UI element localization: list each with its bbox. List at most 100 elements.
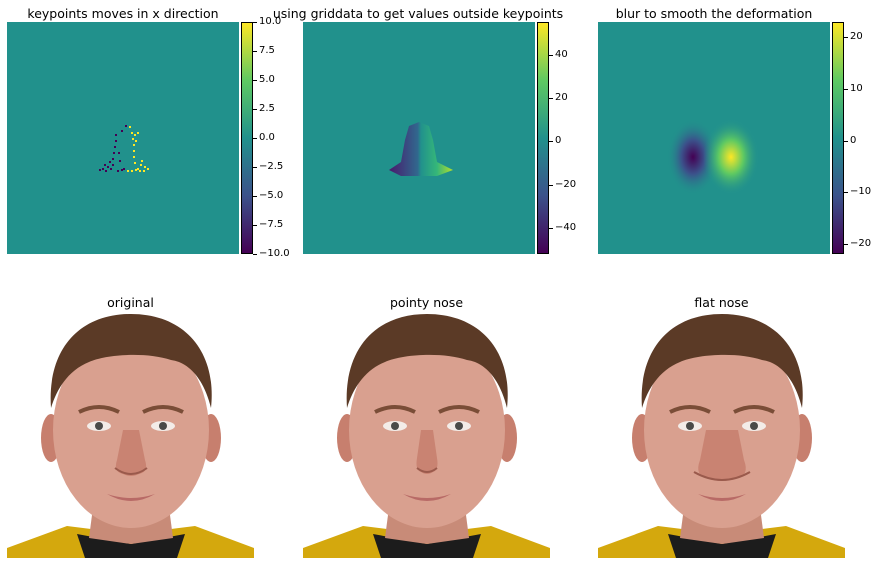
- keypoint-positive: [134, 162, 136, 164]
- colorbar-1-tick-label: −7.5: [259, 219, 284, 230]
- keypoint-positive: [131, 170, 133, 172]
- image-3-title: flat nose: [694, 295, 749, 310]
- colorbar-1-tick-label: 5.0: [259, 74, 275, 85]
- colorbar-3: [832, 22, 844, 254]
- left-eyebrow: [669, 405, 711, 414]
- colorbar-3-tick-label: 0: [850, 135, 857, 146]
- keypoint-negative: [121, 169, 123, 171]
- keypoint-positive: [141, 160, 143, 162]
- colorbar-1-tickmark: [253, 22, 257, 23]
- colorbar-1-tick-label: 0.0: [259, 132, 275, 143]
- colorbar-2-tickmark: [549, 55, 553, 56]
- face-image-flat-nose: [598, 314, 845, 558]
- keypoint-positive: [137, 168, 139, 170]
- nose-base: [416, 467, 438, 473]
- colorbar-3-tickmark: [844, 192, 848, 193]
- colorbar-2-tick-label: −20: [555, 179, 577, 190]
- colorbar-1-tick-label: −10.0: [259, 248, 290, 259]
- colorbar-3-tickmark: [844, 37, 848, 38]
- hair: [346, 314, 508, 408]
- keypoints-group: [99, 125, 149, 172]
- colorbar-2-tickmark: [549, 141, 553, 142]
- heatmap-3-positive-blob: [703, 119, 759, 195]
- keypoint-positive: [127, 170, 129, 172]
- left-pupil: [95, 422, 103, 430]
- keypoint-positive: [137, 132, 139, 134]
- colorbar-1-tickmark: [253, 254, 257, 255]
- keypoint-positive: [139, 170, 141, 172]
- colorbar-3-tickmark: [844, 244, 848, 245]
- keypoint-negative: [110, 168, 112, 170]
- colorbar-2-tickmark: [549, 228, 553, 229]
- colorbar-3-tick-label: −10: [850, 186, 872, 197]
- colorbar-1-tickmark: [253, 109, 257, 110]
- right-pupil: [455, 422, 463, 430]
- mouth: [107, 494, 155, 501]
- left-pupil: [686, 422, 694, 430]
- keypoint-negative: [123, 168, 125, 170]
- keypoint-positive: [131, 132, 133, 134]
- heatmap-2-title: using griddata to get values outside key…: [272, 6, 564, 21]
- colorbar-3-tickmark: [844, 141, 848, 142]
- heatmap-3-negative-blob: [667, 119, 719, 195]
- colorbar-2-tick-label: 20: [555, 92, 568, 103]
- keypoint-negative: [109, 161, 111, 163]
- keypoint-negative: [118, 152, 120, 154]
- colorbar-2-tickmark: [549, 185, 553, 186]
- keypoint-negative: [112, 158, 114, 160]
- colorbar-2-tickmark: [549, 98, 553, 99]
- keypoint-positive: [143, 170, 145, 172]
- mouth: [698, 494, 746, 501]
- keypoint-negative: [115, 134, 117, 136]
- keypoint-positive: [132, 138, 134, 140]
- nose-base: [114, 467, 148, 475]
- colorbar-2-tick-label: 40: [555, 49, 568, 60]
- keypoint-negative: [119, 160, 121, 162]
- colorbar-3-tick-label: 10: [850, 83, 863, 94]
- face-image-pointy-nose: [303, 314, 550, 558]
- nose: [698, 430, 746, 481]
- keypoint-negative: [99, 169, 101, 171]
- heatmap-1-title: keypoints moves in x direction: [27, 6, 219, 21]
- keypoint-positive: [133, 144, 135, 146]
- keypoint-negative: [102, 168, 104, 170]
- keypoint-positive: [135, 140, 137, 142]
- colorbar-3-tickmark: [844, 89, 848, 90]
- colorbar-2: [537, 22, 549, 254]
- colorbar-1-tick-label: −2.5: [259, 161, 284, 172]
- colorbar-1-tickmark: [253, 167, 257, 168]
- keypoint-positive: [144, 166, 146, 168]
- keypoint-positive: [133, 156, 135, 158]
- keypoint-positive: [147, 168, 149, 170]
- colorbar-1-tick-label: 2.5: [259, 103, 275, 114]
- keypoint-negative: [107, 166, 109, 168]
- left-eyebrow: [78, 405, 120, 414]
- keypoint-positive: [134, 134, 136, 136]
- heatmap-2: [303, 22, 535, 254]
- keypoint-negative: [115, 140, 117, 142]
- heatmap-1: [7, 22, 239, 254]
- nose: [115, 430, 147, 476]
- colorbar-1-tick-label: 7.5: [259, 45, 275, 56]
- heatmap-3: [598, 22, 830, 254]
- colorbar-3-tick-label: −20: [850, 238, 872, 249]
- face-image-original: [7, 314, 254, 558]
- colorbar-2-tick-label: 0: [555, 135, 562, 146]
- colorbar-3-tick-label: 20: [850, 31, 863, 42]
- keypoint-negative: [104, 164, 106, 166]
- colorbar-1-tickmark: [253, 51, 257, 52]
- keypoint-negative: [125, 125, 127, 127]
- colorbar-2-tick-label: −40: [555, 222, 577, 233]
- colorbar-1: [241, 22, 253, 254]
- right-eyebrow: [733, 405, 775, 414]
- keypoint-positive: [135, 169, 137, 171]
- hair: [50, 314, 212, 408]
- right-eyebrow: [142, 405, 184, 414]
- heatmap-2-nose-region: [389, 122, 453, 176]
- keypoint-negative: [121, 130, 123, 132]
- right-pupil: [159, 422, 167, 430]
- colorbar-1-tick-label: −5.0: [259, 190, 284, 201]
- left-eyebrow: [374, 405, 416, 414]
- keypoint-positive: [140, 164, 142, 166]
- colorbar-1-tickmark: [253, 80, 257, 81]
